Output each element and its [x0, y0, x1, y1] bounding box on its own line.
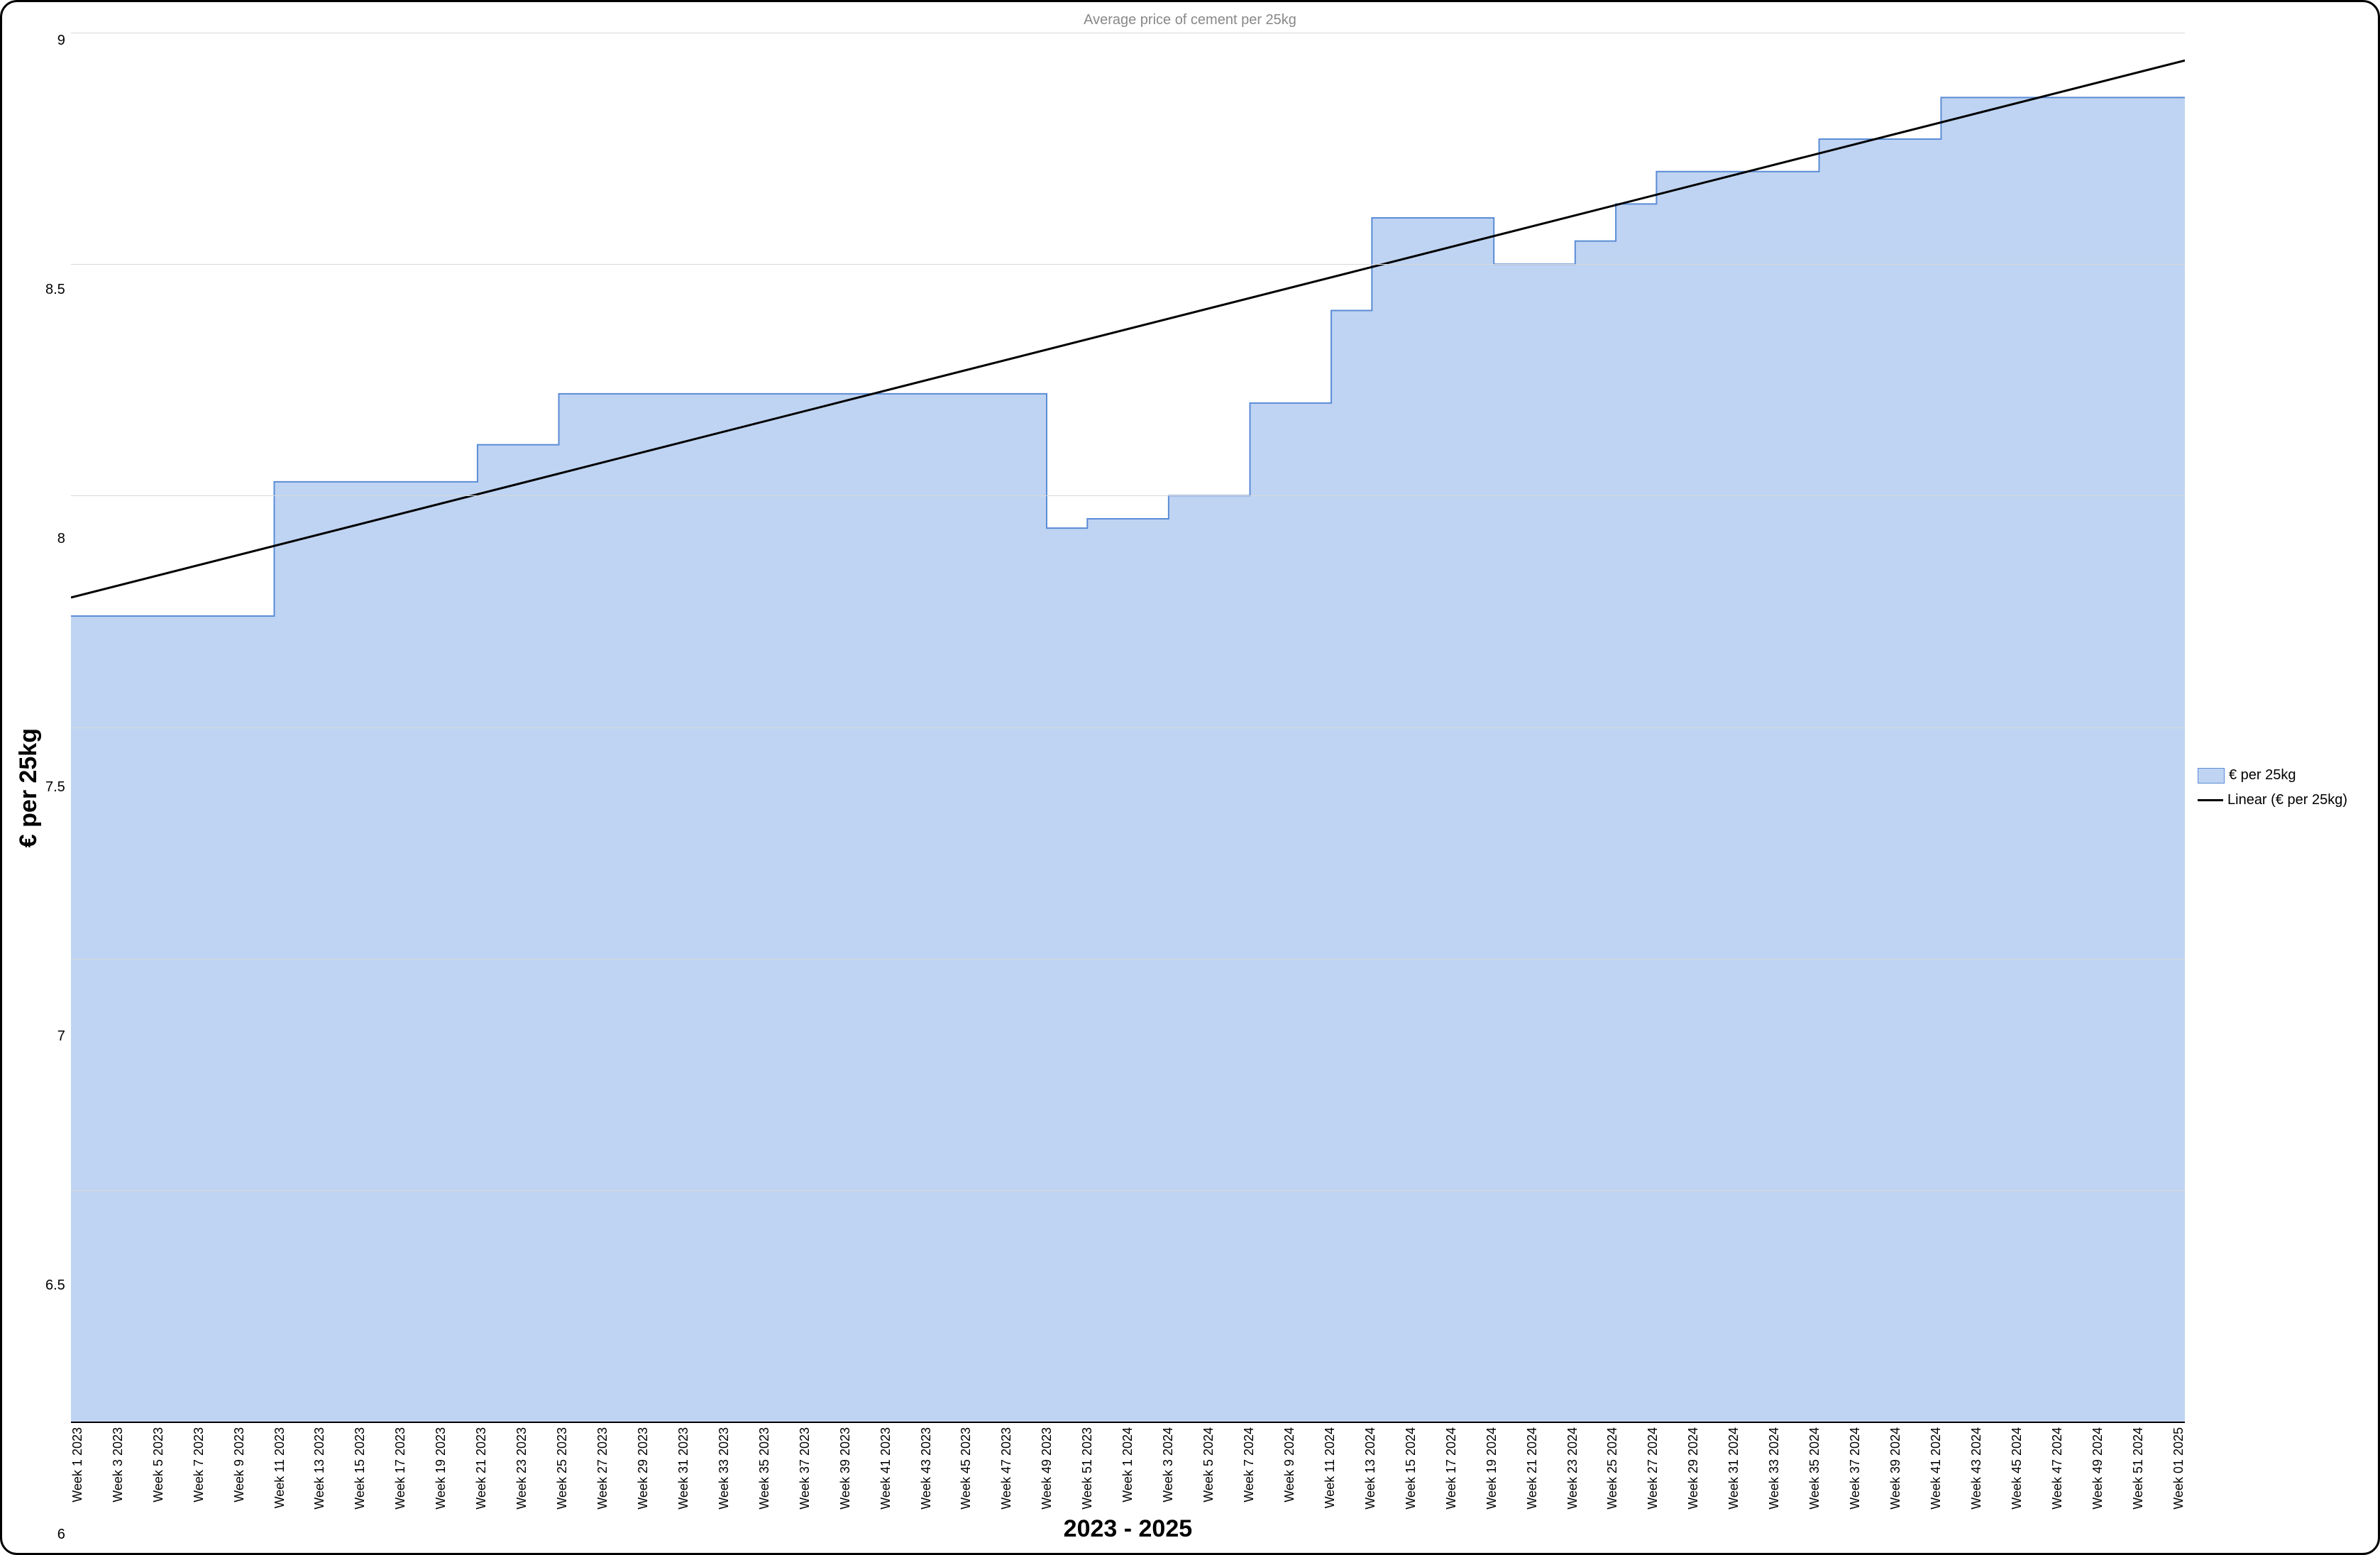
legend-swatch-area	[2198, 768, 2225, 784]
x-tick: Week 45 2024	[2010, 1427, 2023, 1510]
x-tick: Week 43 2024	[1970, 1427, 1983, 1510]
x-tick: Week 27 2024	[1646, 1427, 1659, 1510]
x-tick: Week 37 2024	[1849, 1427, 1861, 1510]
y-axis-title: € per 25kg	[12, 728, 45, 847]
x-tick: Week 9 2024	[1283, 1427, 1296, 1502]
chart-frame: Average price of cement per 25kg € per 2…	[0, 0, 2380, 1555]
x-tick: Week 11 2024	[1323, 1427, 1336, 1508]
legend: € per 25kg Linear (€ per 25kg)	[2185, 33, 2368, 1543]
x-tick: Week 23 2023	[515, 1427, 528, 1510]
x-axis-title: 2023 - 2025	[71, 1515, 2185, 1543]
legend-label-area: € per 25kg	[2229, 767, 2296, 784]
legend-swatch-line	[2198, 799, 2223, 801]
x-tick: Week 33 2024	[1768, 1427, 1780, 1510]
x-tick: Week 17 2024	[1445, 1427, 1458, 1510]
x-tick: Week 37 2023	[798, 1427, 811, 1510]
x-tick: Week 29 2024	[1687, 1427, 1699, 1510]
x-tick: Week 17 2023	[394, 1427, 407, 1510]
x-tick: Week 35 2024	[1808, 1427, 1821, 1510]
y-tick: 6	[57, 1527, 65, 1543]
y-axis-ticks: 9 8.5 8 7.5 7 6.5 6	[45, 33, 71, 1543]
grid-line	[71, 959, 2185, 960]
x-tick: Week 1 2024	[1121, 1427, 1134, 1502]
x-tick: Week 15 2023	[353, 1427, 366, 1510]
x-tick: Week 33 2023	[717, 1427, 730, 1510]
x-tick: Week 31 2024	[1727, 1427, 1740, 1510]
x-tick: Week 49 2023	[1040, 1427, 1053, 1510]
y-tick: 6.5	[45, 1277, 65, 1294]
y-tick: 9	[57, 33, 65, 49]
x-tick: Week 9 2023	[233, 1427, 246, 1502]
grid-line	[71, 1190, 2185, 1191]
x-tick: Week 15 2024	[1404, 1427, 1417, 1510]
grid-line	[71, 727, 2185, 728]
x-tick: Week 23 2024	[1566, 1427, 1579, 1510]
x-tick: Week 7 2023	[192, 1427, 205, 1502]
x-tick: Week 43 2023	[920, 1427, 932, 1510]
y-tick: 8.5	[45, 282, 65, 298]
x-tick: Week 31 2023	[677, 1427, 690, 1510]
y-tick: 7.5	[45, 779, 65, 796]
x-tick: Week 19 2024	[1485, 1427, 1498, 1510]
x-tick: Week 5 2023	[152, 1427, 165, 1502]
x-tick: Week 39 2023	[839, 1427, 852, 1510]
x-tick: Week 01 2025	[2172, 1427, 2185, 1510]
plot-area	[71, 33, 2185, 1423]
x-tick: Week 47 2023	[1000, 1427, 1013, 1510]
grid-line	[71, 264, 2185, 265]
x-tick: Week 25 2024	[1606, 1427, 1619, 1510]
x-tick: Week 11 2023	[273, 1427, 286, 1508]
x-tick: Week 41 2024	[1929, 1427, 1942, 1510]
x-tick: Week 51 2024	[2132, 1427, 2144, 1510]
legend-item-area: € per 25kg	[2198, 767, 2368, 784]
x-tick: Week 13 2023	[313, 1427, 326, 1510]
chart-row: € per 25kg 98.587.576.56 Week 1 2023Week…	[12, 33, 2368, 1543]
x-tick: Week 35 2023	[758, 1427, 771, 1510]
x-tick: Week 21 2023	[475, 1427, 487, 1510]
x-tick: Week 25 2023	[556, 1427, 568, 1510]
x-tick: Week 13 2024	[1364, 1427, 1377, 1510]
area-series	[71, 97, 2185, 1422]
x-tick: Week 51 2023	[1081, 1427, 1093, 1510]
x-tick: Week 21 2024	[1526, 1427, 1538, 1510]
chart-title: Average price of cement per 25kg	[12, 12, 2368, 28]
plot-wrap: Week 1 2023 Week 3 2023 Week 5 2023 Week 7 …	[71, 33, 2185, 1543]
x-tick: Week 41 2023	[879, 1427, 892, 1510]
x-tick: Week 29 2023	[637, 1427, 649, 1510]
y-tick: 8	[57, 531, 65, 547]
legend-label-trend: Linear (€ per 25kg)	[2227, 792, 2347, 808]
x-tick: Week 45 2023	[959, 1427, 972, 1510]
x-tick: Week 19 2023	[434, 1427, 447, 1510]
x-tick: Week 1 2023	[71, 1427, 84, 1502]
x-tick: Week 27 2023	[596, 1427, 609, 1510]
x-tick: Week 5 2024	[1202, 1427, 1215, 1502]
x-tick: Week 49 2024	[2091, 1427, 2104, 1510]
x-tick: Week 3 2023	[111, 1427, 124, 1502]
x-tick: Week 3 2024	[1162, 1427, 1174, 1502]
y-tick: 7	[57, 1028, 65, 1045]
grid-line	[71, 495, 2185, 496]
x-tick: Week 39 2024	[1889, 1427, 1902, 1510]
x-axis-ticks: Week 1 2023 Week 3 2023 Week 5 2023 Week 7 …	[71, 1423, 2185, 1510]
x-tick: Week 47 2024	[2051, 1427, 2064, 1510]
x-tick: Week 7 2024	[1243, 1427, 1255, 1502]
legend-item-trend: Linear (€ per 25kg)	[2198, 792, 2368, 808]
